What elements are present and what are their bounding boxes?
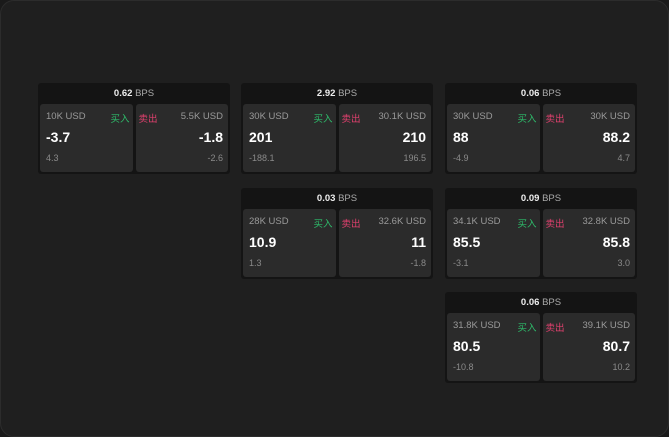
spread-unit: BPS [542,193,562,204]
sell-size: 30K USD [590,111,630,122]
buy-panel[interactable]: 34.1K USD 买入 85.5 -3.1 [447,209,540,277]
buy-change: -3.1 [453,258,469,268]
sell-price: 11 [411,234,426,250]
sell-change: 196.5 [403,153,426,163]
sell-price: -1.8 [198,129,223,145]
buy-panel[interactable]: 30K USD 买入 88 -4.9 [447,104,540,172]
sell-price: 88.2 [602,129,630,145]
buy-size: 34.1K USD [453,216,501,227]
buy-label: 买入 [313,114,333,125]
sell-size: 32.6K USD [378,216,426,227]
spread-header: 2.92 BPS [241,83,433,104]
buy-price: 80.5 [453,338,481,354]
sell-label: 卖出 [545,219,565,230]
sell-panel[interactable]: 32.6K USD 卖出 11 -1.8 [338,209,431,277]
sell-label: 卖出 [341,219,361,230]
spread-unit: BPS [542,88,562,99]
buy-label: 买入 [110,114,130,125]
buy-panel[interactable]: 28K USD 买入 10.9 1.3 [243,209,336,277]
buy-change: -188.1 [249,153,275,163]
buy-size: 10K USD [46,111,86,122]
spread-header: 0.06 BPS [445,292,637,313]
spread-value: 2.92 [316,88,336,99]
quote-card: 0.62 BPS 10K USD 买入 -3.7 4.3 5.5K USD 卖出… [38,83,230,174]
spread-value: 0.03 [316,193,336,204]
sell-label: 卖出 [138,114,158,125]
sell-size: 32.8K USD [582,216,630,227]
buy-size: 30K USD [453,111,493,122]
buy-price: 88 [453,129,469,145]
quote-card: 0.06 BPS 31.8K USD 买入 80.5 -10.8 39.1K U… [445,292,637,383]
buy-panel[interactable]: 10K USD 买入 -3.7 4.3 [40,104,133,172]
sell-panel[interactable]: 30K USD 卖出 88.2 4.7 [542,104,635,172]
sell-panel[interactable]: 30.1K USD 卖出 210 196.5 [338,104,431,172]
sell-price: 80.7 [602,338,630,354]
spread-unit: BPS [542,297,562,308]
sell-size: 5.5K USD [180,111,223,122]
sell-panel[interactable]: 32.8K USD 卖出 85.8 3.0 [542,209,635,277]
buy-change: 4.3 [46,153,59,163]
sell-label: 卖出 [545,323,565,334]
buy-size: 28K USD [249,216,289,227]
sell-price: 210 [402,129,426,145]
buy-size: 31.8K USD [453,320,501,331]
spread-header: 0.09 BPS [445,188,637,209]
buy-label: 买入 [517,323,537,334]
sell-label: 卖出 [341,114,361,125]
buy-panel[interactable]: 31.8K USD 买入 80.5 -10.8 [447,313,540,381]
buy-panel[interactable]: 30K USD 买入 201 -188.1 [243,104,336,172]
buy-price: 201 [249,129,273,145]
sell-panel[interactable]: 5.5K USD 卖出 -1.8 -2.6 [135,104,228,172]
quote-card: 0.09 BPS 34.1K USD 买入 85.5 -3.1 32.8K US… [445,188,637,279]
spread-value: 0.06 [520,297,540,308]
buy-change: 1.3 [249,258,262,268]
buy-label: 买入 [313,219,333,230]
sell-change: 10.2 [612,362,630,372]
spread-value: 0.06 [520,88,540,99]
spread-header: 0.06 BPS [445,83,637,104]
sell-price: 85.8 [602,234,630,250]
buy-price: 85.5 [453,234,481,250]
buy-label: 买入 [517,114,537,125]
sell-change: 3.0 [617,258,630,268]
buy-change: -10.8 [453,362,474,372]
sell-label: 卖出 [545,114,565,125]
spread-value: 0.62 [113,88,133,99]
buy-price: -3.7 [46,129,71,145]
buy-change: -4.9 [453,153,469,163]
spread-unit: BPS [338,88,358,99]
quote-card: 2.92 BPS 30K USD 买入 201 -188.1 30.1K USD… [241,83,433,174]
quote-card: 0.03 BPS 28K USD 买入 10.9 1.3 32.6K USD 卖… [241,188,433,279]
spread-value: 0.09 [520,193,540,204]
sell-change: -2.6 [207,153,223,163]
spread-header: 0.03 BPS [241,188,433,209]
spread-header: 0.62 BPS [38,83,230,104]
spread-unit: BPS [338,193,358,204]
quote-card: 0.06 BPS 30K USD 买入 88 -4.9 30K USD 卖出 8… [445,83,637,174]
sell-panel[interactable]: 39.1K USD 卖出 80.7 10.2 [542,313,635,381]
buy-size: 30K USD [249,111,289,122]
buy-label: 买入 [517,219,537,230]
sell-change: 4.7 [617,153,630,163]
spread-unit: BPS [135,88,155,99]
sell-size: 39.1K USD [582,320,630,331]
sell-size: 30.1K USD [378,111,426,122]
buy-price: 10.9 [249,234,277,250]
sell-change: -1.8 [410,258,426,268]
